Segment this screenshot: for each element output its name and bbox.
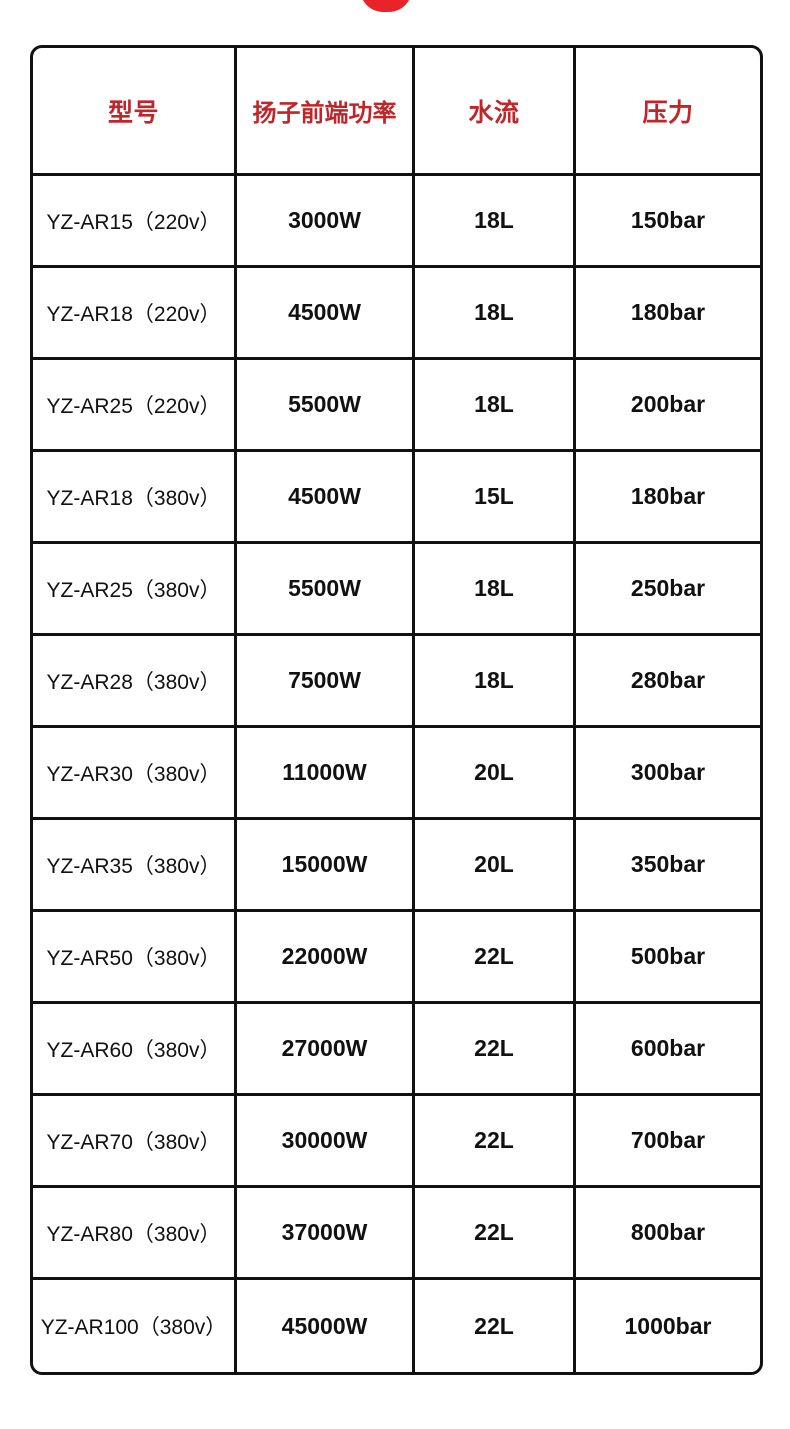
cell-pressure: 180bar — [576, 452, 760, 544]
cell-flow: 22L — [415, 1004, 576, 1096]
cell-power: 11000W — [237, 728, 415, 820]
cell-power: 30000W — [237, 1096, 415, 1188]
table-header: 型号 扬子前端功率 水流 压力 — [33, 48, 760, 176]
cell-pressure: 180bar — [576, 268, 760, 360]
cell-flow: 18L — [415, 268, 576, 360]
cell-model: YZ-AR80（380v） — [33, 1188, 237, 1280]
cell-pressure: 1000bar — [624, 1312, 712, 1339]
cell-model: YZ-AR30（380v） — [33, 728, 237, 820]
cell-power: 4500W — [237, 268, 415, 360]
cell-flow: 18L — [415, 636, 576, 728]
cell-flow: 15L — [415, 452, 576, 544]
cell-model: YZ-AR18（220v） — [33, 268, 237, 360]
cell-pressure: 200bar — [576, 360, 760, 452]
table-row: YZ-AR80（380v） 37000W 22L 800bar — [33, 1188, 760, 1280]
cell-power: 7500W — [237, 636, 415, 728]
spec-table-container: 型号 扬子前端功率 水流 压力 YZ-AR15（220v） 3000W 18L 150… — [30, 45, 763, 1375]
cell-power: 15000W — [237, 820, 415, 912]
cell-power: 37000W — [237, 1188, 415, 1280]
cell-model: YZ-AR35（380v） — [33, 820, 237, 912]
cell-flow: 20L — [415, 728, 576, 820]
cell-model: YZ-AR50（380v） — [33, 912, 237, 1004]
cell-power: 3000W — [237, 176, 415, 268]
cell-pressure: 700bar — [576, 1096, 760, 1188]
cell-pressure: 600bar — [576, 1004, 760, 1096]
cell-flow: 22L — [415, 1096, 576, 1188]
table-row: YZ-AR25（220v） 5500W 18L 200bar — [33, 360, 760, 452]
table-row: YZ-AR60（380v） 27000W 22L 600bar — [33, 1004, 760, 1096]
red-marker-shape — [360, 0, 412, 12]
cell-power: 5500W — [237, 360, 415, 452]
cell-flow: 18L — [415, 360, 576, 452]
cell-model: YZ-AR60（380v） — [33, 1004, 237, 1096]
cell-power: 45000W — [237, 1280, 415, 1372]
table-row: YZ-AR35（380v） 15000W 20L 350bar — [33, 820, 760, 912]
table-row: YZ-AR28（380v） 7500W 18L 280bar — [33, 636, 760, 728]
cell-pressure: 350bar — [576, 820, 760, 912]
cell-power: 5500W — [237, 544, 415, 636]
table-header-row: 型号 扬子前端功率 水流 压力 — [33, 48, 760, 176]
table-body: YZ-AR15（220v） 3000W 18L 150bar YZ-AR18（220v）… — [33, 176, 760, 1372]
cell-flow: 20L — [415, 820, 576, 912]
table-row: YZ-AR50（380v） 22000W 22L 500bar — [33, 912, 760, 1004]
cell-model: YZ-AR25（220v） — [33, 360, 237, 452]
cell-flow: 22L — [415, 1280, 576, 1372]
cell-pressure: 150bar — [576, 176, 760, 268]
cell-pressure: 500bar — [576, 912, 760, 1004]
cell-pressure: 250bar — [576, 544, 760, 636]
table-row: YZ-AR15（220v） 3000W 18L 150bar — [33, 176, 760, 268]
cell-pressure: 800bar — [576, 1188, 760, 1280]
cell-model: YZ-AR28（380v） — [33, 636, 237, 728]
table-row: YZ-AR25（380v） 5500W 18L 250bar — [33, 544, 760, 636]
table-row: YZ-AR30（380v） 11000W 20L 300bar — [33, 728, 760, 820]
cell-model: YZ-AR18（380v） — [33, 452, 237, 544]
column-header-model: 型号 — [33, 48, 237, 176]
cell-model: YZ-AR70（380v） — [33, 1096, 237, 1188]
table-row: YZ-AR18（220v） 4500W 18L 180bar — [33, 268, 760, 360]
cell-flow: 18L — [415, 544, 576, 636]
specification-table: 型号 扬子前端功率 水流 压力 YZ-AR15（220v） 3000W 18L 150… — [30, 45, 763, 1375]
cell-pressure: 280bar — [576, 636, 760, 728]
cell-flow: 22L — [415, 912, 576, 1004]
column-header-power: 扬子前端功率 — [237, 48, 415, 176]
table-row: YZ-AR100（380v） 45000W 22L 1000bar — [33, 1280, 760, 1372]
cell-pressure: 300bar — [576, 728, 760, 820]
column-header-pressure: 压力 — [576, 48, 760, 176]
cell-flow: 18L — [415, 176, 576, 268]
cell-power: 4500W — [237, 452, 415, 544]
cell-model: YZ-AR25（380v） — [33, 544, 237, 636]
cell-flow: 22L — [415, 1188, 576, 1280]
cell-model: YZ-AR100（380v） — [33, 1280, 237, 1372]
cell-power: 22000W — [237, 912, 415, 1004]
cell-model: YZ-AR15（220v） — [33, 176, 237, 268]
column-header-flow: 水流 — [415, 48, 576, 176]
table-row: YZ-AR70（380v） 30000W 22L 700bar — [33, 1096, 760, 1188]
table-row: YZ-AR18（380v） 4500W 15L 180bar — [33, 452, 760, 544]
cell-power: 27000W — [237, 1004, 415, 1096]
